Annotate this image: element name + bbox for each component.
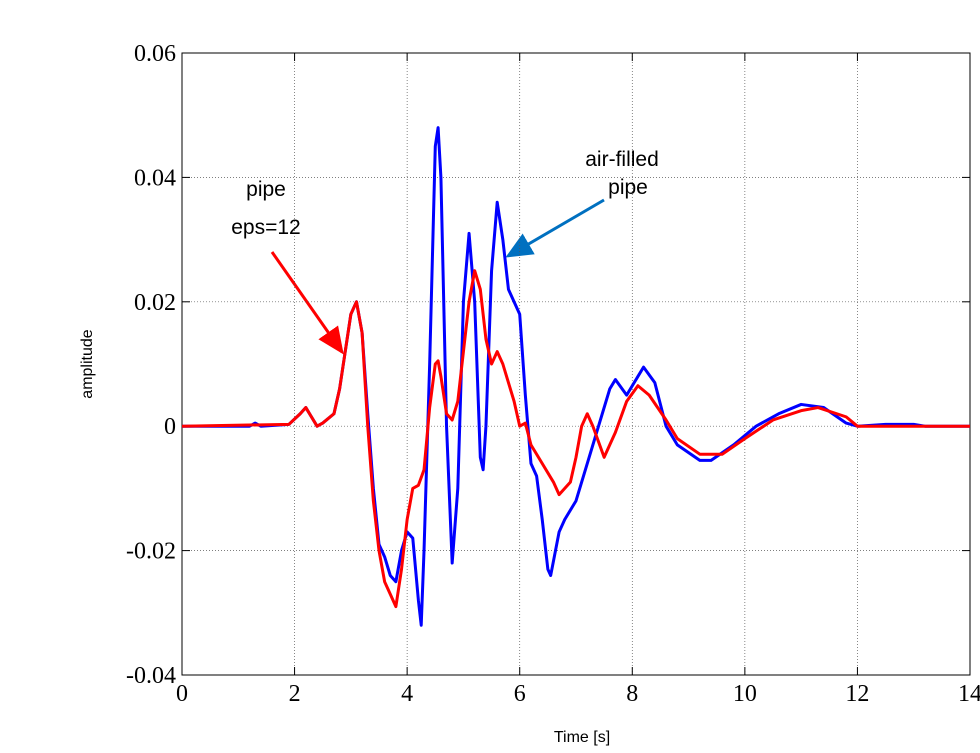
annotation-arrow	[270, 251, 344, 355]
x-tick-label: 2	[289, 681, 301, 707]
x-tick-label: 6	[514, 681, 526, 707]
x-tick-label: 10	[733, 681, 757, 707]
x-tick-label: 8	[626, 681, 638, 707]
y-tick-label: 0	[164, 414, 176, 440]
annotation: pipe	[246, 178, 286, 201]
x-tick-label: 0	[176, 681, 188, 707]
y-axis-label: amplitude	[79, 329, 96, 398]
y-tick-label: 0.04	[134, 165, 176, 191]
annotation: air-filled	[585, 148, 659, 171]
y-tick-label: 0.06	[134, 41, 176, 67]
y-tick-label: -0.04	[126, 663, 176, 689]
x-axis-label: Time [s]	[554, 729, 610, 746]
x-tick-label: 4	[401, 681, 413, 707]
annotation: pipe	[608, 176, 648, 199]
x-tick-label: 14	[958, 681, 980, 707]
plot-frame	[181, 52, 971, 676]
y-tick-label: -0.02	[126, 539, 176, 565]
x-tick-label: 12	[845, 681, 869, 707]
y-tick-label: 0.02	[134, 290, 176, 316]
annotation: eps=12	[231, 216, 300, 239]
annotation-arrow	[505, 198, 605, 258]
series-line	[181, 269, 970, 609]
